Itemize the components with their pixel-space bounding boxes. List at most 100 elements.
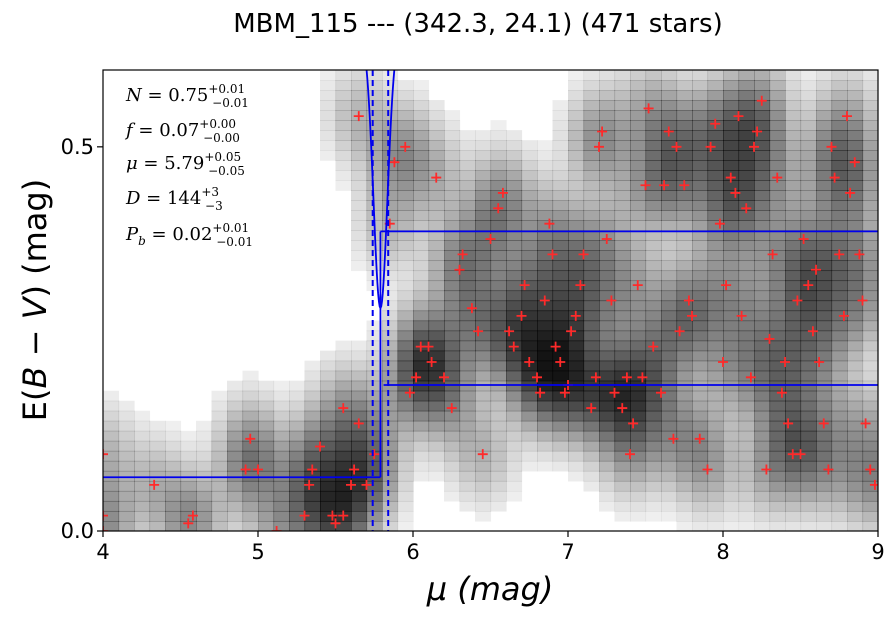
density-cell — [134, 500, 151, 512]
density-cell — [630, 310, 647, 322]
density-cell — [506, 220, 523, 231]
density-cell — [862, 230, 878, 241]
density-cell — [258, 450, 275, 462]
density-cell — [490, 260, 507, 272]
density-cell — [134, 440, 151, 452]
density-cell — [754, 110, 771, 121]
density-cell — [413, 200, 430, 211]
density-cell — [754, 500, 771, 512]
density-cell — [444, 410, 461, 422]
density-cell — [676, 340, 693, 352]
density-cell — [754, 190, 771, 201]
density-cell — [754, 200, 771, 211]
density-cell — [304, 400, 321, 412]
density-cell — [785, 320, 802, 332]
density-cell — [397, 300, 414, 312]
density-cell — [707, 80, 724, 91]
density-cell — [211, 450, 228, 462]
density-cell — [444, 310, 461, 322]
density-cell — [645, 270, 662, 282]
density-cell — [847, 440, 864, 452]
density-cell — [769, 140, 786, 151]
density-cell — [754, 170, 771, 181]
density-cell — [599, 140, 616, 151]
density-cell — [707, 440, 724, 452]
density-cell — [599, 70, 616, 81]
density-cell — [413, 120, 430, 131]
star-marker — [404, 387, 415, 398]
density-cell — [769, 200, 786, 211]
density-cell — [831, 380, 848, 392]
density-cell — [351, 180, 368, 191]
density-cell — [397, 160, 414, 171]
density-cell — [428, 130, 445, 141]
density-cell — [273, 510, 290, 522]
density-cell — [769, 430, 786, 442]
density-cell — [645, 310, 662, 322]
density-cell — [490, 220, 507, 231]
density-cell — [816, 90, 833, 101]
star-marker — [826, 141, 837, 152]
density-cell — [521, 220, 538, 231]
density-cell — [692, 290, 709, 302]
density-cell — [397, 490, 414, 502]
annotation-d: D = 144+3 −3 — [125, 185, 223, 213]
density-cell — [351, 440, 368, 452]
density-cell — [180, 430, 197, 442]
density-cell — [475, 330, 492, 342]
density-cell — [661, 230, 678, 241]
density-cell — [862, 90, 878, 101]
density-cell — [552, 300, 569, 312]
y-tick-label: 0.0 — [61, 519, 94, 543]
density-cell — [506, 370, 523, 382]
density-cell — [847, 510, 864, 522]
density-cell — [428, 320, 445, 332]
density-cell — [785, 190, 802, 201]
density-cell — [568, 330, 585, 342]
density-cell — [785, 120, 802, 131]
density-cell — [521, 410, 538, 422]
density-cell — [661, 70, 678, 81]
density-cell — [304, 380, 321, 392]
density-cell — [800, 440, 817, 452]
density-cell — [537, 200, 554, 211]
density-cell — [475, 180, 492, 191]
density-cell — [583, 240, 600, 251]
density-cell — [444, 440, 461, 452]
density-cell — [831, 100, 848, 111]
density-cell — [707, 250, 724, 262]
density-cell — [754, 250, 771, 262]
density-cell — [785, 260, 802, 272]
density-cell — [614, 320, 631, 332]
density-cell — [785, 80, 802, 91]
density-cell — [428, 430, 445, 442]
density-cell — [831, 70, 848, 81]
density-cell — [614, 290, 631, 302]
density-cell — [707, 130, 724, 141]
density-cell — [475, 240, 492, 251]
density-cell — [738, 360, 755, 372]
density-cell — [862, 170, 878, 181]
density-cell — [428, 160, 445, 171]
star-marker — [183, 518, 194, 529]
density-cell — [568, 140, 585, 151]
star-marker — [578, 249, 589, 260]
density-cell — [816, 120, 833, 131]
density-cell — [537, 430, 554, 442]
density-cell — [320, 360, 337, 372]
density-cell — [335, 390, 352, 402]
density-cell — [537, 340, 554, 352]
density-cell — [366, 360, 383, 372]
density-cell — [413, 300, 430, 312]
density-cell — [413, 220, 430, 231]
density-cell — [661, 200, 678, 211]
density-cell — [738, 390, 755, 402]
density-cell — [847, 460, 864, 472]
density-cell — [196, 510, 213, 522]
density-cell — [273, 500, 290, 512]
density-cell — [769, 320, 786, 332]
density-cell — [459, 170, 476, 181]
density-cell — [847, 500, 864, 512]
density-cell — [149, 460, 166, 472]
density-cell — [645, 90, 662, 101]
